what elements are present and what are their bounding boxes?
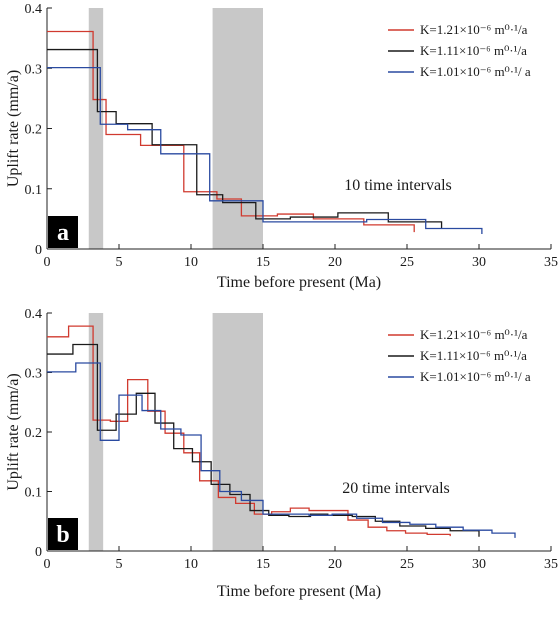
legend-label-0: K=1.21×10⁻⁶ m⁰·¹/a: [420, 327, 528, 342]
series-line-1: [47, 48, 443, 229]
x-tick-label: 30: [472, 557, 486, 572]
intervals-annotation: 20 time intervals: [342, 480, 450, 497]
panel-label: a: [57, 220, 69, 246]
y-tick-label: 0.1: [25, 183, 43, 198]
y-axis-title: Uplift rate (mm/a): [5, 373, 22, 490]
x-tick-label: 25: [400, 557, 414, 572]
legend-label-2: K=1.01×10⁻⁶ m⁰·¹/ a: [420, 369, 531, 384]
y-tick-label: 0.3: [25, 62, 43, 77]
y-tick-label: 0: [35, 243, 42, 258]
x-tick-label: 20: [328, 255, 342, 270]
x-axis-title: Time before present (Ma): [217, 583, 381, 600]
y-tick-label: 0.2: [25, 426, 43, 441]
shaded-interval-0: [88, 313, 104, 551]
shaded-interval-0: [88, 8, 104, 249]
panel-label-badge: [48, 518, 78, 550]
x-tick-label: 30: [472, 255, 486, 270]
intervals-annotation: 10 time intervals: [344, 177, 452, 194]
series-line-2: [47, 66, 483, 234]
legend-label-1: K=1.11×10⁻⁶ m⁰·¹/a: [420, 348, 527, 363]
x-tick-label: 25: [400, 255, 414, 270]
panel-label: b: [56, 522, 69, 548]
x-tick-label: 15: [256, 255, 270, 270]
y-tick-label: 0: [35, 545, 42, 560]
y-axis-title: Uplift rate (mm/a): [5, 70, 22, 187]
x-tick-label: 5: [116, 255, 123, 270]
x-axis-title: Time before present (Ma): [217, 274, 381, 291]
y-tick-label: 0.4: [25, 307, 43, 322]
panel-label-badge: [48, 216, 78, 248]
series-line-0: [47, 325, 451, 537]
y-tick-label: 0.2: [25, 123, 43, 138]
shaded-interval-1: [212, 8, 263, 249]
x-tick-label: 10: [184, 255, 198, 270]
y-tick-label: 0.4: [25, 2, 43, 17]
legend-label-2: K=1.01×10⁻⁶ m⁰·¹/ a: [420, 64, 531, 79]
x-tick-label: 15: [256, 557, 270, 572]
series-line-2: [47, 362, 516, 538]
x-tick-label: 0: [44, 255, 51, 270]
x-tick-label: 20: [328, 557, 342, 572]
y-tick-label: 0.1: [25, 486, 43, 501]
x-tick-label: 35: [544, 255, 558, 270]
panel-b: 0 5 10 15 20 25 30 35 0 0.1 0.2 0.3 0.4 Time before p…: [5, 307, 558, 600]
x-tick-label: 35: [544, 557, 558, 572]
x-tick-label: 5: [116, 557, 123, 572]
x-tick-label: 0: [44, 557, 51, 572]
panel-a: 0 5 10 15 20 25 30 35 0 0.1 0.2 0.3 0.4 Time before p…: [5, 2, 558, 291]
legend-label-1: K=1.11×10⁻⁶ m⁰·¹/a: [420, 43, 527, 58]
y-tick-label: 0.3: [25, 367, 43, 382]
shaded-interval-1: [212, 313, 263, 551]
legend-label-0: K=1.21×10⁻⁶ m⁰·¹/a: [420, 22, 528, 37]
x-tick-label: 10: [184, 557, 198, 572]
